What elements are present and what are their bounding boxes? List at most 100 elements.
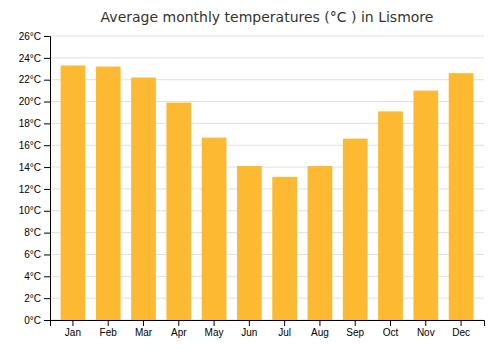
y-tick: 16°C <box>19 140 50 151</box>
x-tick-label: Jan <box>65 327 81 338</box>
x-tick: Jan <box>65 320 81 338</box>
y-tick-label: 6°C <box>24 249 41 260</box>
x-tick: Sep <box>346 320 364 338</box>
x-tick-mark <box>214 320 215 326</box>
y-tick-mark <box>44 80 50 81</box>
x-tick: Aug <box>311 320 329 338</box>
x-axis-line <box>51 321 485 327</box>
bar <box>272 177 297 320</box>
x-tick: Jul <box>278 320 291 338</box>
y-tick-mark <box>44 58 50 59</box>
x-tick: Oct <box>383 320 399 338</box>
bar <box>237 166 262 320</box>
bar <box>343 139 368 320</box>
y-tick-label: 20°C <box>19 96 41 107</box>
bar <box>449 73 474 320</box>
grid <box>50 36 484 320</box>
y-tick-label: 16°C <box>19 140 41 151</box>
x-tick: Dec <box>452 320 470 338</box>
bar <box>131 78 156 320</box>
y-tick: 12°C <box>19 184 50 195</box>
x-tick: Mar <box>135 320 153 338</box>
chart: 0°C 2°C 4°C 6°C 8°C 10°C 12°C 14°C 16°C 18°C 20°C 2… <box>0 0 500 350</box>
y-axis-line <box>44 37 51 321</box>
y-tick-label: 14°C <box>19 162 41 173</box>
y-tick-mark <box>44 189 50 190</box>
y-tick-label: 22°C <box>19 74 41 85</box>
x-axis: Jan Feb Mar Apr May Jun Jul Aug Sep Oct Nov Dec <box>51 320 485 338</box>
bars <box>61 65 474 320</box>
plot-area: 0°C 2°C 4°C 6°C 8°C 10°C 12°C 14°C 16°C 18°C 20°C 2… <box>19 31 485 338</box>
y-tick: 4°C <box>24 271 50 282</box>
y-tick-mark <box>44 298 50 299</box>
y-tick: 8°C <box>24 227 50 238</box>
grid-line <box>50 57 484 58</box>
x-tick-mark <box>249 320 250 326</box>
y-tick-mark <box>44 320 50 321</box>
bar <box>61 65 86 320</box>
x-tick-label: Apr <box>171 327 187 338</box>
x-tick-label: Oct <box>383 327 399 338</box>
x-tick-mark <box>143 320 144 326</box>
y-tick-label: 2°C <box>24 293 41 304</box>
y-tick-mark <box>44 145 50 146</box>
x-tick-label: Nov <box>417 327 435 338</box>
x-tick: Feb <box>100 320 118 338</box>
y-tick: 26°C <box>19 31 50 42</box>
x-tick: Jun <box>241 320 257 338</box>
x-tick: Nov <box>417 320 435 338</box>
y-tick-mark <box>44 36 50 37</box>
x-tick-label: Feb <box>100 327 118 338</box>
y-tick: 14°C <box>19 162 50 173</box>
y-tick-mark <box>44 167 50 168</box>
y-tick: 0°C <box>24 315 50 326</box>
bar <box>378 111 403 320</box>
y-tick-label: 18°C <box>19 118 41 129</box>
bar <box>413 91 438 320</box>
y-tick-mark <box>44 102 50 103</box>
y-tick-mark <box>44 123 50 124</box>
y-tick-mark <box>44 211 50 212</box>
y-tick-label: 26°C <box>19 31 41 42</box>
y-tick: 18°C <box>19 118 50 129</box>
x-tick-mark <box>284 320 285 326</box>
y-tick: 6°C <box>24 249 50 260</box>
y-tick: 20°C <box>19 96 50 107</box>
x-tick-mark <box>108 320 109 326</box>
x-tick-mark <box>72 320 73 326</box>
y-tick-label: 24°C <box>19 53 41 64</box>
bar <box>308 166 333 320</box>
y-tick: 2°C <box>24 293 50 304</box>
x-tick: Apr <box>171 320 187 338</box>
y-tick: 22°C <box>19 74 50 85</box>
x-tick-mark <box>461 320 462 326</box>
x-tick-mark <box>425 320 426 326</box>
x-tick-label: Jun <box>241 327 257 338</box>
y-tick: 24°C <box>19 53 50 64</box>
x-tick-label: Aug <box>311 327 329 338</box>
x-tick-label: Dec <box>452 327 470 338</box>
x-tick-mark <box>178 320 179 326</box>
x-tick-mark <box>319 320 320 326</box>
x-tick-label: Sep <box>346 327 364 338</box>
bar <box>96 67 121 320</box>
x-tick-mark <box>355 320 356 326</box>
grid-line <box>50 36 484 37</box>
y-tick-mark <box>44 276 50 277</box>
bar <box>202 138 227 320</box>
y-tick-label: 12°C <box>19 184 41 195</box>
x-tick-label: Mar <box>135 327 153 338</box>
bar <box>166 103 191 320</box>
y-axis: 0°C 2°C 4°C 6°C 8°C 10°C 12°C 14°C 16°C 18°C 20°C 2… <box>19 31 51 326</box>
x-tick: May <box>205 320 224 338</box>
y-tick: 10°C <box>19 205 50 216</box>
title: Average monthly temperatures (°C ) in Li… <box>101 9 434 25</box>
y-tick-mark <box>44 233 50 234</box>
x-tick-label: May <box>205 327 224 338</box>
y-tick-label: 8°C <box>24 227 41 238</box>
y-tick-label: 4°C <box>24 271 41 282</box>
x-tick-mark <box>390 320 391 326</box>
x-tick-label: Jul <box>278 327 291 338</box>
y-tick-mark <box>44 254 50 255</box>
y-tick-label: 10°C <box>19 205 41 216</box>
